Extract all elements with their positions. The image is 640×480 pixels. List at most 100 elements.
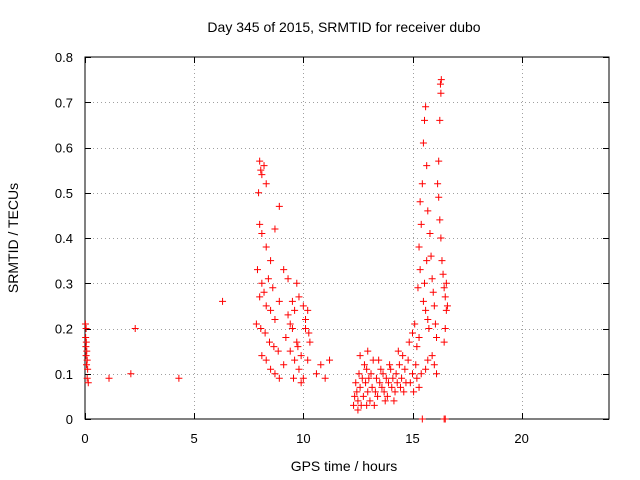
data-point: [127, 370, 135, 378]
data-point: [105, 374, 113, 382]
data-point: [428, 275, 436, 283]
chart-title: Day 345 of 2015, SRMTID for receiver dub…: [207, 19, 480, 35]
x-axis-label: GPS time / hours: [291, 458, 398, 474]
grid-lines: [85, 57, 609, 419]
data-point: [409, 329, 416, 337]
data-point: [280, 361, 288, 369]
data-point: [424, 315, 432, 323]
data-point: [417, 370, 425, 378]
data-point: [356, 383, 364, 391]
data-point: [131, 325, 139, 332]
data-point: [394, 347, 402, 355]
data-point: [399, 352, 407, 360]
data-point: [382, 374, 390, 382]
data-point: [363, 365, 371, 373]
y-tick-label: 0.2: [55, 322, 73, 337]
data-point: [253, 266, 261, 274]
data-point: [352, 379, 360, 387]
data-point: [175, 374, 183, 382]
data-point: [81, 320, 89, 328]
data-point: [391, 388, 399, 396]
y-tick-label: 0.6: [55, 141, 73, 156]
data-point: [354, 406, 362, 414]
y-tick-label: 0.4: [55, 231, 73, 246]
x-tick-label: 20: [514, 431, 528, 446]
data-point: [389, 374, 397, 382]
data-point: [415, 243, 423, 251]
data-point: [353, 388, 361, 396]
data-point: [429, 288, 437, 296]
data-point: [414, 284, 422, 292]
data-point: [84, 379, 92, 387]
data-point: [431, 320, 439, 328]
data-point: [262, 180, 270, 188]
data-point: [82, 352, 90, 360]
data-point: [425, 325, 433, 332]
data-point: [433, 370, 441, 378]
data-point: [376, 379, 384, 387]
data-point: [265, 338, 273, 346]
data-point: [258, 352, 266, 360]
data-point: [400, 388, 408, 396]
data-point: [413, 343, 421, 351]
data-point: [258, 279, 266, 287]
data-point: [388, 383, 396, 391]
data-point: [386, 361, 394, 369]
data-point: [351, 392, 359, 400]
data-point: [380, 388, 388, 396]
data-point: [302, 315, 310, 323]
data-point: [437, 89, 445, 97]
data-point: [401, 365, 409, 373]
data-point: [288, 297, 296, 305]
data-point: [430, 302, 438, 310]
data-point: [364, 347, 372, 355]
data-point: [261, 329, 269, 337]
data-point: [280, 266, 288, 274]
data-point: [358, 374, 366, 382]
data-point: [405, 338, 413, 346]
data-point: [82, 343, 90, 351]
data-point: [367, 370, 375, 378]
data-point: [359, 392, 367, 400]
data-point: [82, 325, 90, 332]
data-point: [419, 139, 427, 147]
data-point: [286, 320, 294, 328]
data-point: [82, 334, 90, 342]
y-tick-label: 0.5: [55, 186, 73, 201]
data-point: [436, 216, 444, 224]
data-point: [424, 356, 432, 364]
data-point: [256, 293, 264, 301]
data-point: [291, 356, 299, 364]
data-point: [372, 374, 380, 382]
data-point: [258, 229, 266, 237]
data-point: [412, 361, 420, 369]
y-tick-label: 0.1: [55, 367, 73, 382]
data-point: [286, 347, 294, 355]
data-point: [294, 343, 302, 351]
data-point: [440, 338, 448, 346]
data-point: [416, 266, 424, 274]
x-tick-label: 5: [191, 431, 198, 446]
data-point: [219, 297, 227, 305]
data-point: [436, 80, 444, 88]
data-point: [374, 392, 382, 400]
data-point: [269, 284, 277, 292]
data-point: [256, 220, 264, 228]
data-point: [293, 338, 301, 346]
x-tick-label: 0: [81, 431, 88, 446]
data-point: [257, 325, 265, 332]
data-point: [415, 334, 423, 342]
data-point: [354, 397, 362, 405]
y-axis-label: SRMTID / TECUs: [5, 183, 21, 293]
data-point: [422, 103, 430, 111]
data-point: [306, 338, 314, 346]
data-point: [291, 306, 299, 314]
data-point: [436, 116, 444, 124]
y-tick-label: 0.8: [55, 50, 73, 65]
data-point: [434, 180, 442, 188]
data-point: [267, 365, 275, 373]
data-point: [377, 365, 385, 373]
data-point: [295, 293, 303, 301]
